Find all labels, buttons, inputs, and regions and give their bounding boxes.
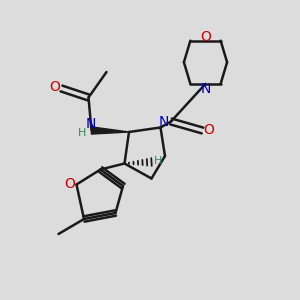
Text: O: O [200, 30, 211, 44]
Text: H: H [154, 155, 162, 166]
Text: N: N [200, 82, 211, 96]
Text: O: O [64, 178, 75, 191]
Text: O: O [50, 80, 60, 94]
Polygon shape [92, 127, 129, 134]
Text: N: N [86, 118, 96, 131]
Text: N: N [159, 115, 169, 129]
Text: H: H [78, 128, 86, 138]
Text: O: O [204, 124, 214, 137]
